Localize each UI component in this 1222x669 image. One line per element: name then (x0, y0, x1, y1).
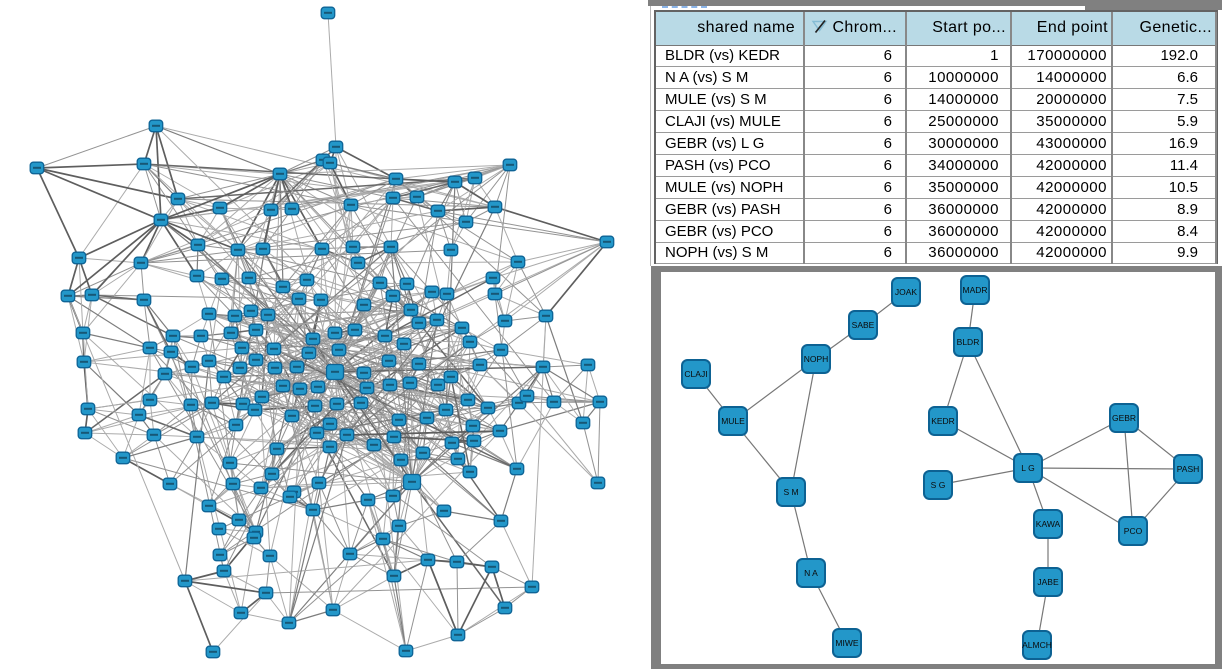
svg-text:GEBR: GEBR (1112, 413, 1136, 423)
svg-text:S M: S M (783, 487, 798, 497)
svg-text:NOPH: NOPH (804, 354, 829, 364)
svg-text:SABE: SABE (852, 320, 875, 330)
svg-text:KEDR: KEDR (931, 416, 955, 426)
svg-text:PCO: PCO (1124, 526, 1143, 536)
svg-text:KAWA: KAWA (1036, 519, 1061, 529)
svg-text:JOAK: JOAK (895, 287, 918, 297)
svg-text:MULE: MULE (721, 416, 745, 426)
svg-text:CLAJI: CLAJI (684, 369, 707, 379)
svg-text:S G: S G (931, 480, 946, 490)
svg-text:PASH: PASH (1177, 464, 1200, 474)
svg-text:L G: L G (1021, 463, 1034, 473)
svg-text:ALMCH: ALMCH (1022, 640, 1052, 650)
svg-text:N A: N A (804, 568, 818, 578)
svg-text:JABE: JABE (1037, 577, 1059, 587)
svg-text:BLDR: BLDR (957, 337, 980, 347)
svg-text:MADR: MADR (962, 285, 987, 295)
svg-text:MIWE: MIWE (835, 638, 858, 648)
